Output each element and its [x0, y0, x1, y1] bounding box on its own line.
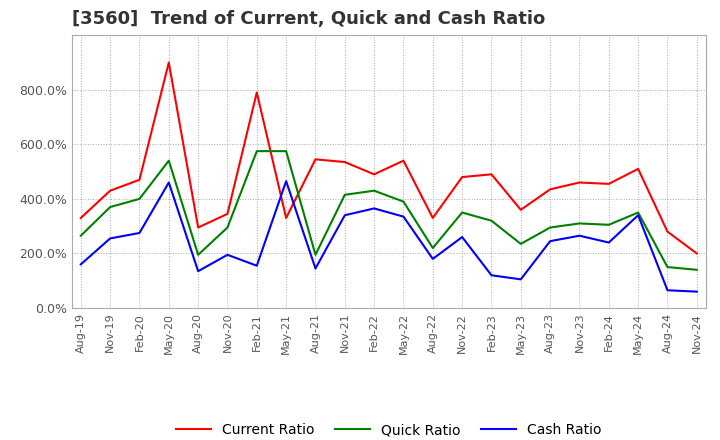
Current Ratio: [693, 251, 701, 256]
Line: Quick Ratio: Quick Ratio: [81, 151, 697, 270]
Current Ratio: [253, 90, 261, 95]
Legend: Current Ratio, Quick Ratio, Cash Ratio: Current Ratio, Quick Ratio, Cash Ratio: [171, 418, 607, 440]
Quick Ratio: [341, 192, 349, 198]
Quick Ratio: [164, 158, 173, 163]
Quick Ratio: [311, 252, 320, 257]
Current Ratio: [634, 166, 642, 172]
Current Ratio: [76, 215, 85, 220]
Cash Ratio: [164, 180, 173, 185]
Cash Ratio: [663, 288, 672, 293]
Cash Ratio: [341, 213, 349, 218]
Quick Ratio: [693, 267, 701, 272]
Quick Ratio: [282, 148, 290, 154]
Current Ratio: [311, 157, 320, 162]
Current Ratio: [223, 211, 232, 216]
Quick Ratio: [135, 196, 144, 202]
Cash Ratio: [399, 214, 408, 219]
Current Ratio: [428, 215, 437, 220]
Quick Ratio: [106, 205, 114, 210]
Current Ratio: [106, 188, 114, 193]
Cash Ratio: [282, 179, 290, 184]
Quick Ratio: [663, 264, 672, 270]
Current Ratio: [663, 229, 672, 234]
Current Ratio: [341, 159, 349, 165]
Cash Ratio: [546, 238, 554, 244]
Cash Ratio: [605, 240, 613, 245]
Quick Ratio: [223, 225, 232, 230]
Cash Ratio: [311, 266, 320, 271]
Line: Current Ratio: Current Ratio: [81, 62, 697, 253]
Current Ratio: [282, 215, 290, 220]
Cash Ratio: [693, 289, 701, 294]
Cash Ratio: [106, 236, 114, 241]
Cash Ratio: [135, 230, 144, 235]
Cash Ratio: [575, 233, 584, 238]
Current Ratio: [194, 225, 202, 230]
Current Ratio: [605, 181, 613, 187]
Current Ratio: [516, 207, 525, 213]
Current Ratio: [399, 158, 408, 163]
Quick Ratio: [76, 233, 85, 238]
Current Ratio: [546, 187, 554, 192]
Cash Ratio: [428, 256, 437, 261]
Cash Ratio: [370, 206, 379, 211]
Cash Ratio: [223, 252, 232, 257]
Cash Ratio: [458, 235, 467, 240]
Text: [3560]  Trend of Current, Quick and Cash Ratio: [3560] Trend of Current, Quick and Cash …: [72, 10, 545, 28]
Current Ratio: [135, 177, 144, 183]
Current Ratio: [370, 172, 379, 177]
Cash Ratio: [634, 213, 642, 218]
Cash Ratio: [487, 273, 496, 278]
Current Ratio: [575, 180, 584, 185]
Cash Ratio: [76, 262, 85, 267]
Quick Ratio: [516, 241, 525, 246]
Line: Cash Ratio: Cash Ratio: [81, 181, 697, 292]
Quick Ratio: [546, 225, 554, 230]
Quick Ratio: [487, 218, 496, 224]
Current Ratio: [487, 172, 496, 177]
Quick Ratio: [399, 199, 408, 204]
Cash Ratio: [516, 277, 525, 282]
Quick Ratio: [605, 222, 613, 227]
Quick Ratio: [575, 221, 584, 226]
Cash Ratio: [253, 263, 261, 268]
Current Ratio: [164, 60, 173, 65]
Quick Ratio: [194, 252, 202, 257]
Quick Ratio: [634, 210, 642, 215]
Quick Ratio: [428, 246, 437, 251]
Cash Ratio: [194, 268, 202, 274]
Quick Ratio: [253, 148, 261, 154]
Quick Ratio: [370, 188, 379, 193]
Quick Ratio: [458, 210, 467, 215]
Current Ratio: [458, 174, 467, 180]
